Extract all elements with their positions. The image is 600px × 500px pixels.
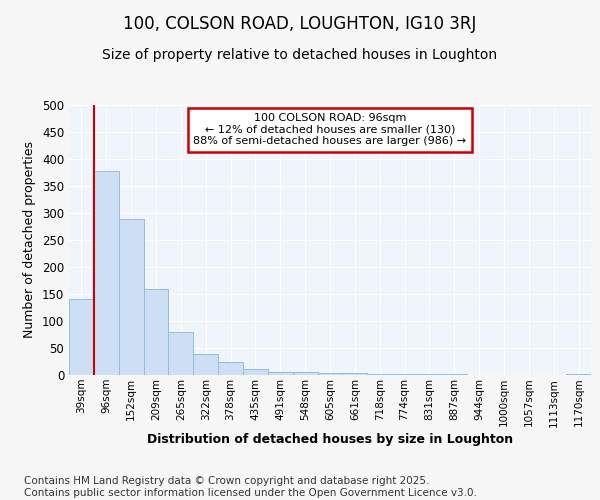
Bar — [94, 171, 119, 375]
Bar — [69, 300, 94, 375]
Bar — [442, 374, 467, 375]
Bar — [293, 372, 317, 375]
X-axis label: Distribution of detached houses by size in Loughton: Distribution of detached houses by size … — [147, 434, 513, 446]
Bar — [143, 288, 169, 375]
Text: 100 COLSON ROAD: 96sqm
← 12% of detached houses are smaller (130)
88% of semi-de: 100 COLSON ROAD: 96sqm ← 12% of detached… — [193, 113, 467, 146]
Y-axis label: Number of detached properties: Number of detached properties — [23, 142, 37, 338]
Bar — [392, 374, 417, 375]
Text: 100, COLSON ROAD, LOUGHTON, IG10 3RJ: 100, COLSON ROAD, LOUGHTON, IG10 3RJ — [124, 15, 476, 33]
Bar — [566, 374, 591, 375]
Bar — [317, 373, 343, 375]
Bar — [417, 374, 442, 375]
Bar — [119, 219, 143, 375]
Bar — [193, 354, 218, 375]
Bar — [268, 372, 293, 375]
Bar — [169, 332, 193, 375]
Bar — [343, 373, 367, 375]
Bar — [218, 362, 243, 375]
Bar — [243, 369, 268, 375]
Bar — [367, 374, 392, 375]
Text: Size of property relative to detached houses in Loughton: Size of property relative to detached ho… — [103, 48, 497, 62]
Text: Contains HM Land Registry data © Crown copyright and database right 2025.
Contai: Contains HM Land Registry data © Crown c… — [24, 476, 477, 498]
